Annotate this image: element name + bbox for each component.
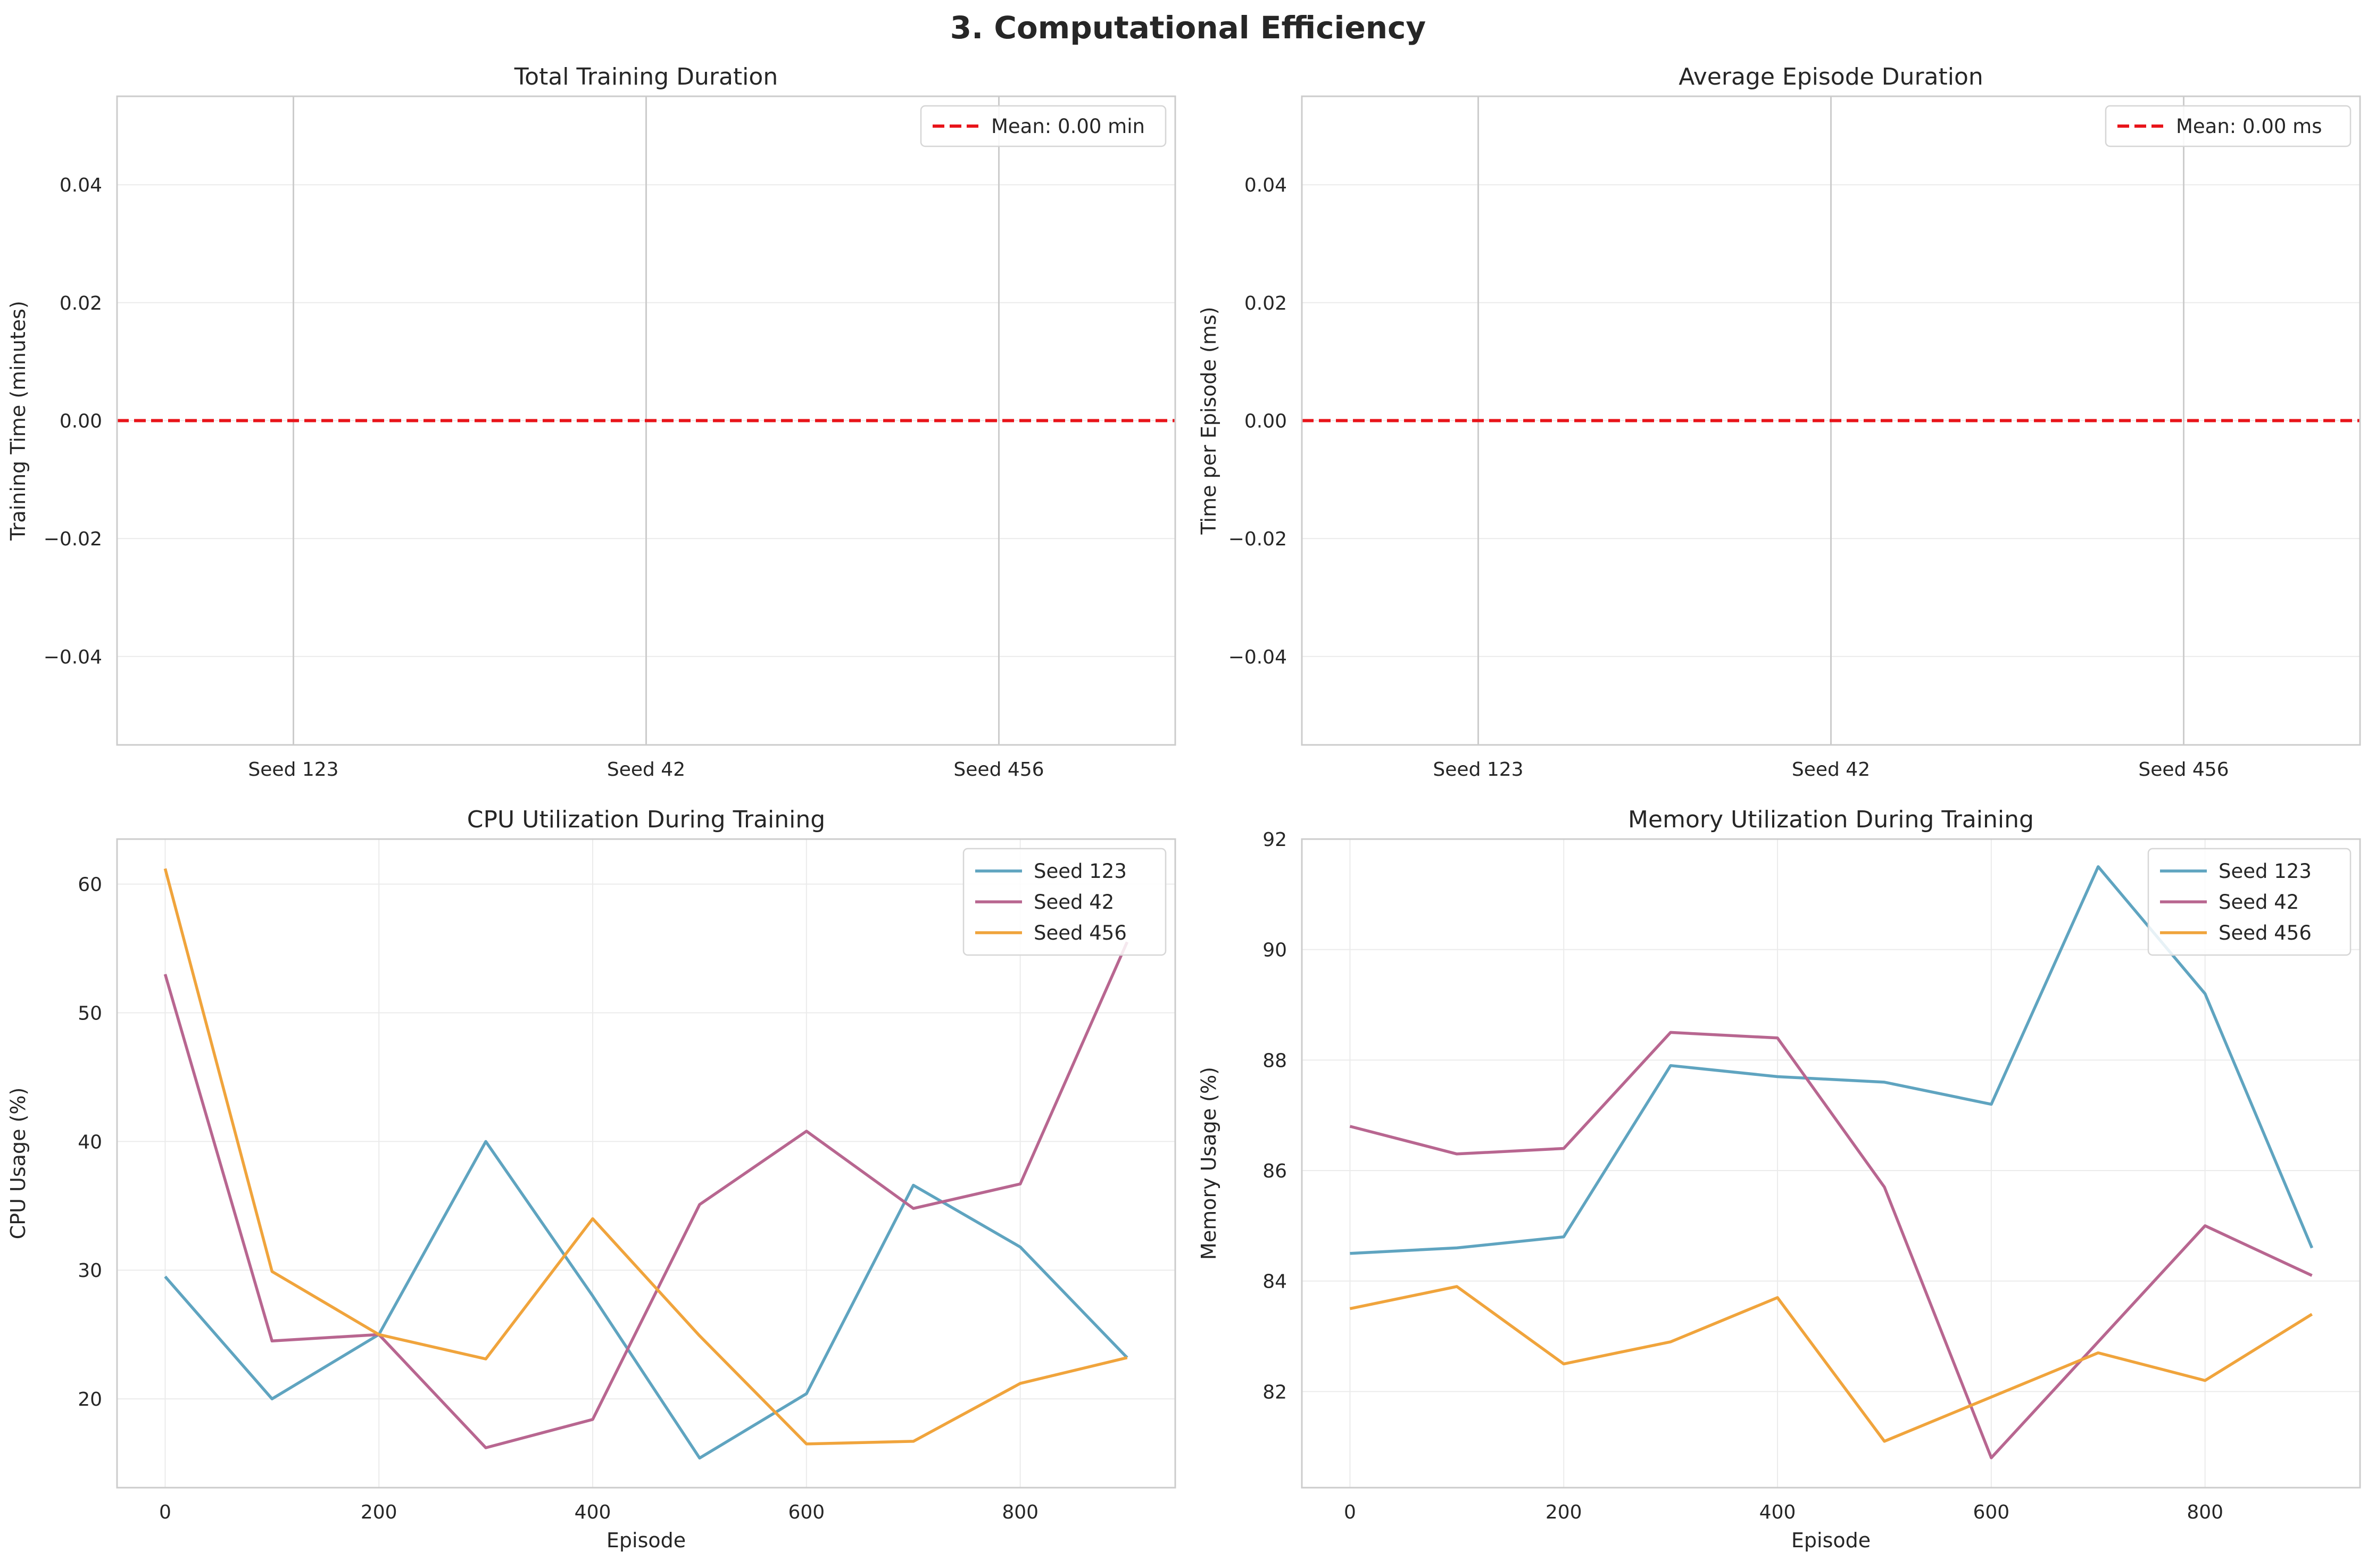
legend-label: Mean: 0.00 min xyxy=(991,115,1145,138)
series-line-seed-42 xyxy=(1349,1031,2313,1459)
legend-label: Seed 42 xyxy=(1034,891,1114,914)
legend-label: Seed 456 xyxy=(2219,922,2312,944)
y-tick-label: 92 xyxy=(1262,829,1287,851)
x-tick-label: 0 xyxy=(159,1501,171,1523)
y-tick-label: 84 xyxy=(1262,1271,1287,1293)
y-tick-label: 0.00 xyxy=(1244,411,1287,433)
y-tick-label: 86 xyxy=(1262,1160,1287,1182)
axes-title: CPU Utilization During Training xyxy=(467,806,825,833)
x-tick-label: 800 xyxy=(2187,1501,2223,1523)
legend-label: Seed 456 xyxy=(1034,922,1127,944)
y-axis-label: Time per Episode (ms) xyxy=(1197,306,1220,535)
y-tick-label: 90 xyxy=(1262,940,1287,961)
y-tick-label: 20 xyxy=(78,1389,102,1411)
subplot-2: −0.04 −0.02 0.00 0.02 0.04 Seed 123 Seed 42 See… xyxy=(1197,63,2361,781)
x-tick-label: Seed 456 xyxy=(953,759,1044,781)
figure-suptitle: 3. Computational Efficiency xyxy=(950,10,1426,46)
legend-label: Seed 123 xyxy=(2219,860,2312,883)
y-tick-label: −0.04 xyxy=(44,646,102,668)
series-line-seed-456 xyxy=(163,868,1128,1446)
y-tick-label: 0.02 xyxy=(1244,293,1287,314)
y-tick-label: 50 xyxy=(78,1003,102,1025)
y-tick-label: 40 xyxy=(78,1131,102,1153)
x-tick-label: Seed 42 xyxy=(1792,759,1870,781)
y-tick-label: 0.00 xyxy=(60,411,102,433)
legend-box xyxy=(2147,848,2352,956)
legend-label: Seed 42 xyxy=(2219,891,2299,914)
subplot-4: 82 84 86 88 90 92 0 200 400 600 800 Memory Utilizat… xyxy=(1197,806,2361,1552)
subplot-1: −0.04 −0.02 0.00 0.02 0.04 Seed 123 Seed 42 See… xyxy=(6,63,1176,781)
x-tick-label: 400 xyxy=(1759,1501,1796,1523)
y-tick-label: −0.02 xyxy=(1228,528,1287,550)
y-tick-label: 0.04 xyxy=(60,175,102,196)
x-tick-label: 800 xyxy=(1002,1501,1039,1523)
legend-box xyxy=(920,105,1167,147)
series-line-seed-123 xyxy=(164,1140,1128,1460)
y-axis-label: Memory Usage (%) xyxy=(1197,1067,1220,1260)
legend-label: Mean: 0.00 ms xyxy=(2176,115,2322,138)
x-tick-label: 400 xyxy=(575,1501,611,1523)
y-tick-label: −0.04 xyxy=(1228,646,1287,668)
legend: Mean: 0.00 min xyxy=(920,105,1167,147)
y-tick-label: 0.04 xyxy=(1244,175,1287,196)
y-tick-label: 60 xyxy=(78,874,102,896)
x-tick-label: Seed 456 xyxy=(2138,759,2229,781)
x-tick-label: 200 xyxy=(1546,1501,1582,1523)
legend-label: Seed 123 xyxy=(1034,860,1127,883)
series-line-seed-42 xyxy=(163,941,1129,1449)
x-tick-label: Seed 123 xyxy=(1433,759,1523,781)
plot-frame xyxy=(1301,838,2361,1489)
x-tick-label: 200 xyxy=(361,1501,397,1523)
y-tick-label: 88 xyxy=(1262,1050,1287,1072)
plot-frame xyxy=(116,95,1176,746)
axes-title: Total Training Duration xyxy=(514,63,778,90)
y-axis-label: Training Time (minutes) xyxy=(6,301,30,541)
series-line-seed-456 xyxy=(1349,1285,2313,1443)
y-tick-label: 0.02 xyxy=(60,293,102,314)
x-tick-label: Seed 42 xyxy=(607,759,685,781)
legend: Mean: 0.00 ms xyxy=(2105,105,2352,147)
x-tick-label: 600 xyxy=(788,1501,825,1523)
plot-frame xyxy=(1301,95,2361,746)
x-tick-label: 600 xyxy=(1973,1501,2010,1523)
axes-title: Average Episode Duration xyxy=(1679,63,1983,90)
x-tick-label: Seed 123 xyxy=(248,759,338,781)
y-tick-label: 30 xyxy=(78,1260,102,1282)
y-tick-label: 82 xyxy=(1262,1381,1287,1403)
x-tick-label: 0 xyxy=(1344,1501,1356,1523)
legend-box xyxy=(962,848,1167,956)
y-axis-label: CPU Usage (%) xyxy=(6,1088,30,1240)
x-axis-label: Episode xyxy=(607,1529,686,1552)
plot-frame xyxy=(116,838,1176,1489)
x-axis-label: Episode xyxy=(1791,1529,1871,1552)
legend: Seed 123 Seed 42 Seed 456 xyxy=(962,848,1167,956)
y-tick-label: −0.02 xyxy=(44,528,102,550)
legend-box xyxy=(2105,105,2352,147)
legend: Seed 123 Seed 42 Seed 456 xyxy=(2147,848,2352,956)
axes-title: Memory Utilization During Training xyxy=(1628,806,2034,833)
